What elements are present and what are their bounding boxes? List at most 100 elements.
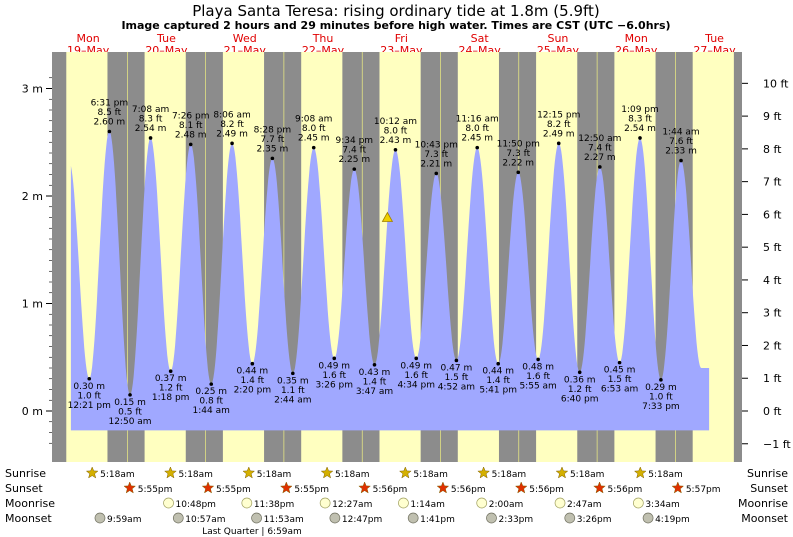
tide-dot <box>414 356 419 361</box>
sunset-time: 5:55pm <box>138 485 173 495</box>
tide-label: 7.6 ft <box>669 137 693 147</box>
high-tide-point: 1:44 am7.6 ft2.33 m <box>662 128 700 163</box>
tide-dot <box>188 142 193 147</box>
low-tide-point: 0.36 m1.2 ft6:40 pm <box>561 370 598 404</box>
tide-dot <box>577 370 582 375</box>
tide-label: 11:16 am <box>456 115 499 125</box>
sunrise-icon <box>320 466 334 479</box>
tide-label: 8.0 ft <box>384 126 408 136</box>
tide-label: 0.45 m <box>604 366 636 376</box>
sunrise-icon <box>164 466 177 479</box>
tide-label: 0.44 m <box>482 367 514 377</box>
chart-subtitle: Image captured 2 hours and 29 minutes be… <box>121 19 670 32</box>
sunset-icon <box>593 481 606 494</box>
sunset-time: 5:57pm <box>686 485 721 495</box>
moonset-icon <box>486 512 497 524</box>
tide-label: 1.6 ft <box>526 372 550 382</box>
tide-dot <box>209 382 214 386</box>
tide-label: 5:55 am <box>519 381 556 391</box>
tide-dot <box>291 371 295 376</box>
tide-label: 8.0 ft <box>302 124 326 134</box>
tide-dot <box>393 147 398 152</box>
tide-label: 1.0 ft <box>77 391 101 401</box>
tide-label: 2.33 m <box>665 147 697 157</box>
sunrise-icon <box>633 466 647 479</box>
tide-dot <box>638 136 642 140</box>
tide-label: 1.2 ft <box>159 384 183 394</box>
tide-label: 1.1 ft <box>281 386 305 396</box>
tide-label: 4:52 am <box>438 382 475 392</box>
tide-label: 7.4 ft <box>588 143 612 153</box>
moonset-time: 3:26pm <box>577 515 612 525</box>
tide-label: 2:20 pm <box>234 386 272 396</box>
high-tide-point: 7:08 am8.3 ft2.54 m <box>132 105 169 140</box>
tide-label: 1.5 ft <box>445 373 469 383</box>
moonset-icon <box>251 512 262 524</box>
sunset-icon <box>358 481 371 494</box>
sunset-row-label: Sunset <box>5 482 43 495</box>
tide-label: 2.49 m <box>216 129 248 139</box>
tide-label: 1.4 ft <box>240 376 264 386</box>
tide-dot <box>128 393 132 397</box>
tide-dot <box>556 141 561 146</box>
tide-dot <box>617 360 622 365</box>
high-tide-point: 9:34 pm7.4 ft2.25 m <box>336 136 373 171</box>
high-tide-point: 7:26 pm8.1 ft2.48 m <box>172 111 210 147</box>
low-tide-point: 0.44 m1.4 ft5:41 pm <box>479 361 517 396</box>
sunrise-time: 5:18am <box>178 470 213 480</box>
sunset-time: 5:55pm <box>216 485 251 495</box>
sunrise-time: 5:18am <box>335 470 370 480</box>
right-axis-label: 10 ft <box>763 77 789 90</box>
sunrise-icon <box>398 466 412 479</box>
low-tide-point: 0.35 m1.1 ft2:44 am <box>274 371 312 405</box>
tide-label: 2.60 m <box>94 118 126 128</box>
low-tide-point: 0.49 m1.6 ft4:34 pm <box>397 356 435 390</box>
moonset-time: 4:19pm <box>655 515 690 525</box>
low-tide-point: 0.43 m1.4 ft3:47 am <box>356 362 393 397</box>
moon-phase: Last Quarter | 6:59am <box>202 527 302 537</box>
sunrise-time: 5:18am <box>492 470 527 480</box>
current-tide-marker <box>381 211 394 222</box>
tide-label: 0.5 ft <box>118 407 142 417</box>
tide-label: 12:15 pm <box>537 110 580 120</box>
low-tide-point: 0.49 m1.6 ft3:26 pm <box>315 356 353 390</box>
tide-label: 0.47 m <box>441 363 473 373</box>
tide-dot <box>598 165 602 169</box>
tide-label: 8.3 ft <box>628 114 652 124</box>
sunrise-icon <box>242 466 256 479</box>
tide-dot <box>270 156 275 161</box>
tide-dot <box>536 357 540 362</box>
tide-label: 5:41 pm <box>479 386 517 396</box>
tide-label: 0.8 ft <box>199 397 223 407</box>
moonset-row-label: Moonset <box>5 512 52 525</box>
tide-label: 7.4 ft <box>342 146 366 156</box>
astronomy-rows: Sunrise Sunset Moonrise Moonset Sunrise … <box>5 466 789 537</box>
tide-dot <box>679 158 683 163</box>
tide-label: 1.6 ft <box>404 371 428 381</box>
tide-label: 0.25 m <box>195 387 227 397</box>
tide-label: 8:28 pm <box>254 125 292 135</box>
tide-label: 12:50 am <box>108 417 151 427</box>
right-axis-label: 8 ft <box>763 143 782 156</box>
low-tide-point: 0.29 m1.0 ft7:33 pm <box>642 378 680 412</box>
high-tide-point: 6:31 pm8.5 ft2.60 m <box>91 99 128 134</box>
high-tide-point: 9:08 am8.0 ft2.45 m <box>295 115 332 150</box>
right-axis-label: 6 ft <box>763 208 782 221</box>
day-name: Wed <box>233 32 257 45</box>
tide-label: 8.2 ft <box>547 120 571 130</box>
right-axis-label: −1 ft <box>763 438 791 451</box>
high-tide-point: 11:50 pm7.3 ft2.22 m <box>497 139 540 175</box>
tide-dot <box>434 171 439 176</box>
right-axis-label: 1 ft <box>763 372 782 385</box>
tide-label: 12:50 am <box>578 134 621 144</box>
moonset-time: 12:47pm <box>342 515 382 525</box>
sunset-row-label-right: Sunset <box>750 482 788 495</box>
high-tide-point: 11:16 am8.0 ft2.45 m <box>456 115 499 150</box>
moonset-icon <box>564 512 576 524</box>
high-tide-point: 10:43 pm7.3 ft2.21 m <box>415 140 458 176</box>
tide-label: 2.48 m <box>175 130 207 140</box>
low-tide-point: 0.25 m0.8 ft1:44 am <box>193 382 230 416</box>
high-tide-point: 1:09 pm8.3 ft2.54 m <box>621 105 659 140</box>
